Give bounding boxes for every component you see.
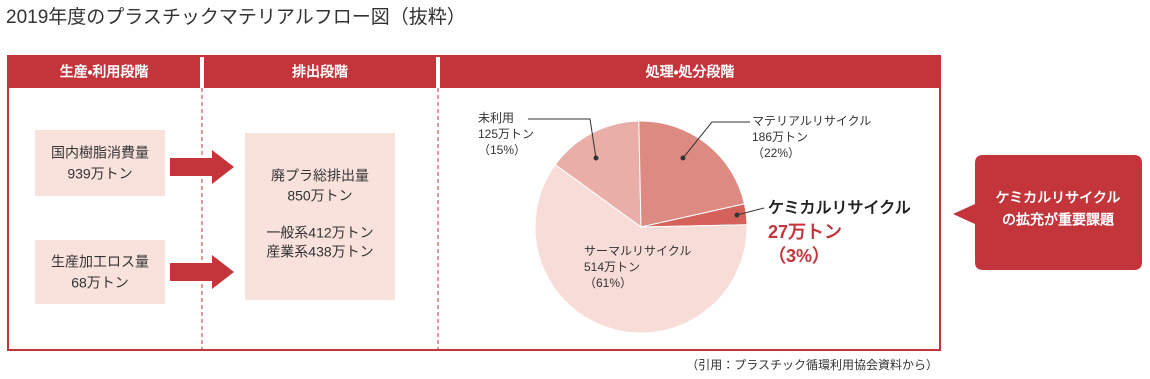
discharge-detail: 産業系438万トン bbox=[266, 244, 373, 260]
callout-text: の拡充が重要課題 bbox=[1002, 212, 1115, 228]
slice-name: ケミカルリサイクル bbox=[768, 199, 911, 217]
slice-name: サーマルリサイクル bbox=[584, 244, 691, 258]
discharge-label: 廃プラ総排出量 bbox=[271, 168, 369, 184]
leader-line bbox=[528, 118, 597, 159]
percent-label: （22%） bbox=[752, 146, 800, 160]
stage-header bbox=[8, 56, 200, 88]
leader-line bbox=[682, 121, 750, 159]
discharge-box bbox=[245, 133, 395, 300]
pie-slice bbox=[638, 120, 746, 228]
callout bbox=[953, 155, 1142, 270]
stage-label: 排出段階 bbox=[292, 64, 348, 80]
arrow bbox=[170, 150, 234, 184]
discharge-detail: 一般系412万トン bbox=[266, 225, 373, 241]
pie-chart bbox=[528, 118, 765, 334]
leader-dot bbox=[734, 212, 740, 218]
value-label: 27万トン bbox=[768, 222, 842, 242]
input-label: 生産加工ロス量 bbox=[51, 254, 149, 270]
leader-dot bbox=[680, 155, 686, 161]
stage-header bbox=[204, 56, 436, 88]
input-box bbox=[35, 240, 165, 304]
slice-name: 未利用 bbox=[478, 111, 514, 125]
discharge-amount: 850万トン bbox=[287, 188, 352, 204]
stage-label: 生産・利用段階 bbox=[60, 64, 149, 80]
percent-label: （3%） bbox=[768, 246, 830, 266]
value-label: 125万トン bbox=[478, 127, 534, 141]
leader-dot bbox=[593, 155, 599, 161]
stage-header bbox=[440, 56, 940, 88]
input-amount: 68万トン bbox=[71, 275, 129, 291]
slice-name: マテリアルリサイクル bbox=[752, 114, 871, 128]
arrow bbox=[170, 255, 234, 289]
percent-label: （61%） bbox=[584, 276, 632, 290]
input-amount: 939万トン bbox=[67, 166, 132, 182]
callout-text: ケミカルリサイクル bbox=[996, 190, 1121, 206]
input-label: 国内樹脂消費量 bbox=[51, 145, 149, 161]
pie-slice bbox=[534, 163, 748, 334]
stage-label: 処理・処分段階 bbox=[645, 64, 735, 80]
percent-label: （15%） bbox=[478, 143, 526, 157]
source: （引用：プラスチック循環利用協会資料から） bbox=[686, 357, 938, 372]
title: 2019年度のプラスチックマテリアルフロー図（抜粋） bbox=[6, 6, 466, 28]
leader-line bbox=[736, 207, 765, 216]
value-label: 186万トン bbox=[752, 130, 808, 144]
value-label: 514万トン bbox=[584, 260, 640, 274]
input-box bbox=[35, 130, 165, 196]
